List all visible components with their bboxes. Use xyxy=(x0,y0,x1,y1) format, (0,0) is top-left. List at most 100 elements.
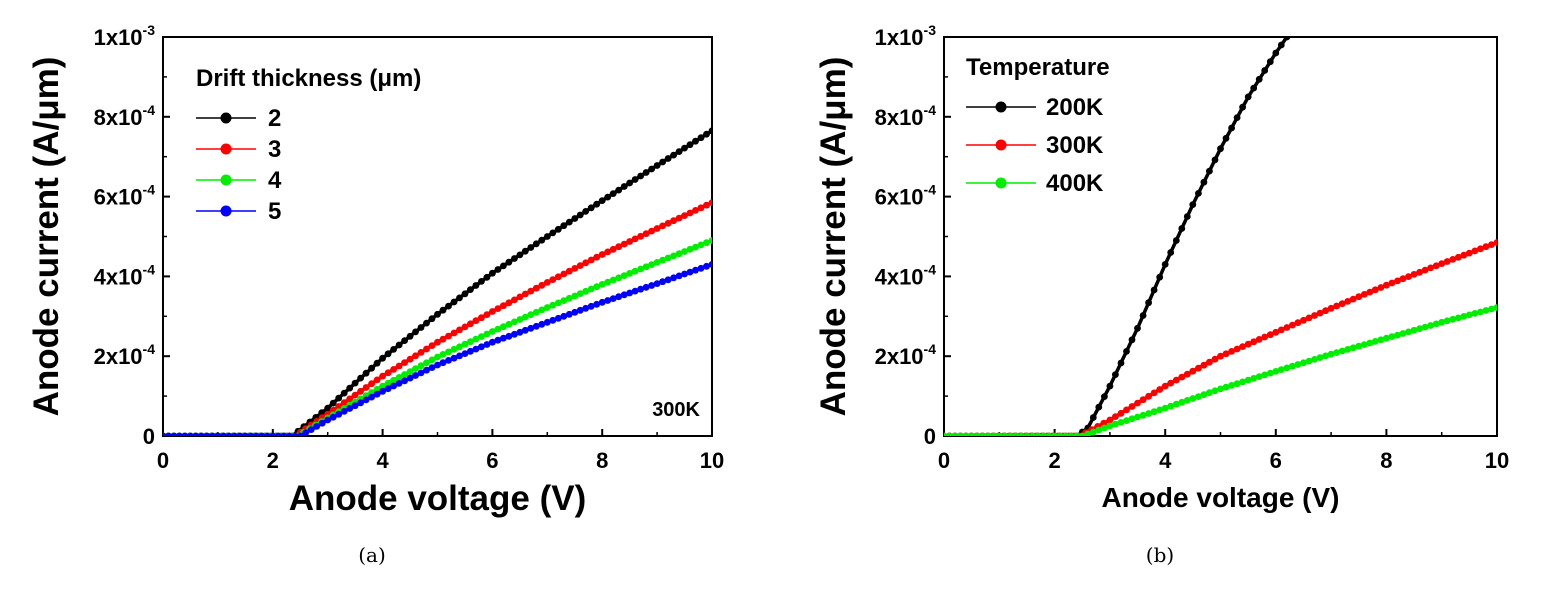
data-point xyxy=(626,270,633,277)
data-point xyxy=(626,289,633,297)
data-point xyxy=(1200,361,1208,369)
data-point xyxy=(703,262,710,270)
data-point xyxy=(456,294,463,302)
data-point xyxy=(670,274,677,282)
data-point xyxy=(527,324,535,332)
data-point xyxy=(461,323,469,331)
x-tick-label: 6 xyxy=(1270,448,1282,473)
data-point xyxy=(1217,145,1224,153)
data-point xyxy=(467,347,474,355)
data-point xyxy=(472,335,480,343)
data-point xyxy=(192,432,200,436)
data-point xyxy=(1316,354,1324,361)
data-point xyxy=(489,328,496,335)
data-point xyxy=(527,311,535,319)
data-point xyxy=(670,217,677,225)
data-point xyxy=(979,432,987,436)
series-5 xyxy=(163,261,712,436)
series-line-400K xyxy=(944,305,1497,436)
data-point xyxy=(642,283,650,291)
data-point xyxy=(384,385,392,393)
data-point xyxy=(1454,314,1462,322)
data-point xyxy=(565,294,573,302)
data-point xyxy=(1178,373,1186,381)
data-point xyxy=(1244,93,1252,101)
x-tick-label: 2 xyxy=(1048,448,1060,473)
data-point xyxy=(615,186,623,194)
legend-entry-300K: 300K xyxy=(1046,132,1104,159)
data-point xyxy=(373,390,381,398)
data-point xyxy=(472,282,480,289)
data-point xyxy=(686,209,694,217)
data-point xyxy=(1117,419,1125,426)
data-point xyxy=(285,432,293,436)
data-point xyxy=(670,252,677,260)
data-point xyxy=(258,432,266,436)
data-point xyxy=(549,229,557,237)
legend-swatch-marker xyxy=(995,177,1007,189)
data-point xyxy=(1150,286,1158,294)
data-point xyxy=(516,251,524,259)
data-point xyxy=(560,297,568,304)
legend-entry-400K: 400K xyxy=(1046,170,1104,197)
legend-swatch-marker xyxy=(220,112,232,124)
data-point xyxy=(692,243,699,251)
data-point xyxy=(560,270,568,278)
data-point xyxy=(681,144,688,152)
data-point xyxy=(428,342,436,349)
data-point xyxy=(379,372,386,380)
data-point xyxy=(1106,422,1114,430)
data-point xyxy=(401,359,408,366)
data-point xyxy=(571,308,579,316)
data-point xyxy=(1123,348,1130,355)
data-point xyxy=(1454,253,1462,261)
data-point xyxy=(302,429,310,436)
legend-swatch-marker xyxy=(220,143,232,155)
data-point xyxy=(1206,389,1213,397)
plot-frame xyxy=(162,36,713,437)
data-point xyxy=(1073,432,1081,436)
data-point xyxy=(324,404,332,412)
data-point xyxy=(1128,336,1136,344)
data-point xyxy=(379,354,386,362)
data-point xyxy=(686,141,694,149)
data-point xyxy=(280,432,288,436)
data-point xyxy=(560,312,568,320)
data-point xyxy=(576,290,584,297)
series-200K xyxy=(944,37,1291,436)
data-point xyxy=(951,432,959,436)
data-point xyxy=(692,266,699,274)
data-point xyxy=(225,432,233,436)
data-point xyxy=(1095,426,1103,434)
data-point xyxy=(461,350,469,357)
data-point xyxy=(1460,313,1468,320)
data-point xyxy=(450,354,458,362)
data-point xyxy=(1123,406,1130,414)
data-point xyxy=(340,399,348,407)
data-point xyxy=(1139,411,1147,419)
data-point xyxy=(346,384,354,392)
data-point xyxy=(406,332,414,340)
data-point xyxy=(384,369,392,377)
data-point xyxy=(675,272,683,280)
data-point xyxy=(511,255,518,262)
data-point xyxy=(637,232,644,240)
data-point xyxy=(1261,67,1269,74)
data-point xyxy=(1123,417,1130,424)
data-point xyxy=(973,432,981,436)
data-point xyxy=(1493,304,1497,311)
data-point xyxy=(703,201,710,209)
data-point xyxy=(543,233,551,240)
data-point xyxy=(1482,307,1490,314)
data-point xyxy=(576,306,584,314)
data-point xyxy=(329,413,337,421)
x-tick-label: 4 xyxy=(1159,448,1172,473)
data-point xyxy=(609,190,617,198)
data-point xyxy=(176,432,183,436)
data-point xyxy=(1477,245,1484,253)
data-point xyxy=(467,286,474,293)
panel-caption: (b) xyxy=(1146,543,1174,567)
data-point xyxy=(582,259,590,267)
data-point xyxy=(549,276,557,283)
data-point xyxy=(1311,356,1318,363)
